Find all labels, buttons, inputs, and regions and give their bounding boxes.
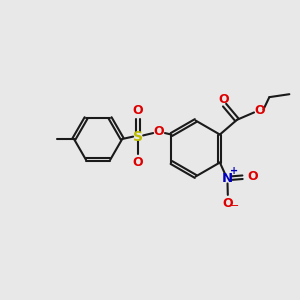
Text: S: S <box>133 130 143 144</box>
Text: O: O <box>223 197 233 210</box>
Text: O: O <box>133 156 143 169</box>
Text: O: O <box>154 125 164 138</box>
Text: +: + <box>230 166 238 176</box>
Text: O: O <box>133 104 143 117</box>
Text: O: O <box>247 170 258 183</box>
Text: O: O <box>218 93 229 106</box>
Text: O: O <box>255 104 265 118</box>
Text: −: − <box>230 200 240 211</box>
Text: N: N <box>222 172 233 185</box>
